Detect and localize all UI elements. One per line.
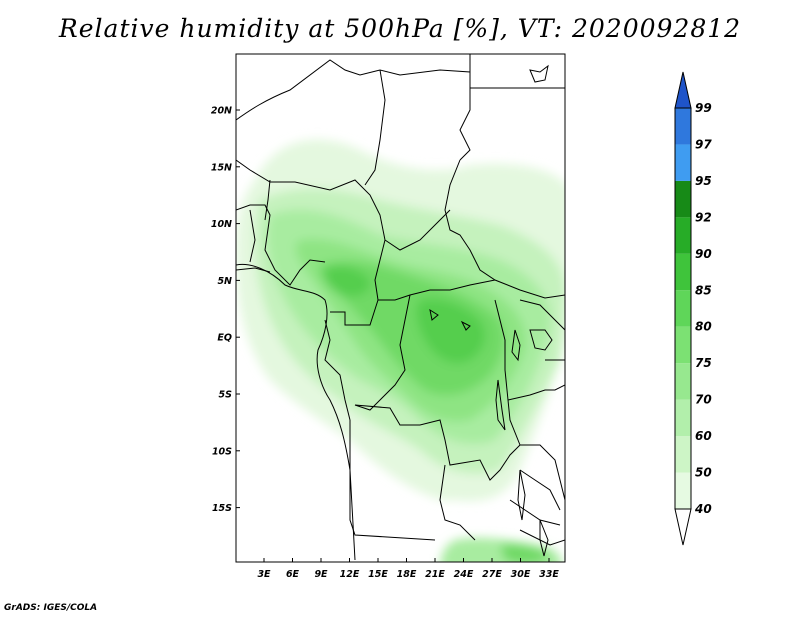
lon-label: 21E — [425, 569, 445, 580]
colorbar-segment — [675, 399, 691, 437]
colorbar-label: 95 — [695, 174, 712, 188]
longitude-axis: 3E 6E 9E 12E 15E 18E 21E 24E 27E 30E 33E — [257, 558, 559, 580]
colorbar-label: 50 — [695, 466, 712, 480]
colorbar-segment — [675, 144, 691, 181]
lat-label: 5S — [219, 390, 233, 401]
colorbar-segment — [674, 71, 692, 109]
lat-label: 10S — [212, 446, 232, 457]
colorbar-segment — [675, 108, 691, 145]
colorbar-segment — [675, 253, 691, 291]
colorbar-label: 90 — [695, 247, 712, 261]
lon-label: 30E — [511, 569, 531, 580]
lat-label: 5N — [217, 276, 232, 287]
colorbar-label: 70 — [695, 393, 712, 407]
grads-credit: GrADS: IGES/COLA — [4, 603, 98, 613]
lon-label: 9E — [314, 569, 328, 580]
lat-label: 15N — [211, 162, 232, 173]
map-title: Relative humidity at 500hPa [%], VT: 202… — [58, 14, 742, 43]
lon-label: 12E — [340, 569, 360, 580]
humidity-field — [236, 139, 565, 562]
lat-label: 20N — [211, 106, 232, 117]
colorbar-segment — [675, 290, 691, 327]
colorbar-label: 99 — [695, 101, 712, 115]
colorbar: 40 50 60 70 75 80 85 90 92 95 97 99 — [674, 71, 712, 546]
colorbar-segment — [675, 180, 691, 218]
lon-label: 24E — [454, 569, 474, 580]
lon-label: 33E — [539, 569, 559, 580]
lat-label: EQ — [217, 333, 232, 344]
coastlines — [236, 64, 553, 561]
colorbar-label: 75 — [695, 356, 712, 370]
colorbar-label: 40 — [694, 502, 712, 516]
colorbar-label: 80 — [695, 320, 712, 334]
colorbar-segment — [674, 508, 692, 546]
lon-label: 3E — [257, 569, 271, 580]
colorbar-segment — [675, 217, 691, 254]
lon-label: 15E — [368, 569, 388, 580]
latitude-axis: 20N 15N 10N 5N EQ 5S 10S 15S — [211, 106, 240, 514]
lat-label: 15S — [212, 503, 232, 514]
colorbar-segment — [675, 436, 691, 473]
colorbar-segment — [675, 472, 691, 509]
lat-label: 10N — [211, 219, 232, 230]
colorbar-label: 92 — [695, 210, 712, 224]
lon-label: 27E — [482, 569, 502, 580]
colorbar-label: 97 — [695, 137, 712, 151]
colorbar-segment — [675, 363, 691, 400]
lon-label: 18E — [397, 569, 417, 580]
colorbar-label: 85 — [695, 283, 712, 297]
map-frame — [235, 53, 566, 563]
colorbar-segment — [675, 326, 691, 364]
colorbar-label: 60 — [695, 429, 712, 443]
lon-label: 6E — [286, 569, 300, 580]
colorbar-frame — [674, 107, 692, 510]
